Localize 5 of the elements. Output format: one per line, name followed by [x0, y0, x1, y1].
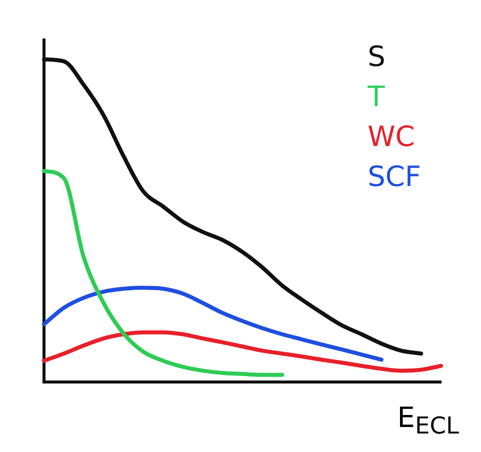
text: S	[368, 40, 386, 74]
text: T	[368, 80, 386, 114]
x-axis-title: E$_{ECL}$	[397, 401, 459, 440]
text: SCF	[368, 160, 421, 194]
text: WC	[368, 120, 416, 154]
